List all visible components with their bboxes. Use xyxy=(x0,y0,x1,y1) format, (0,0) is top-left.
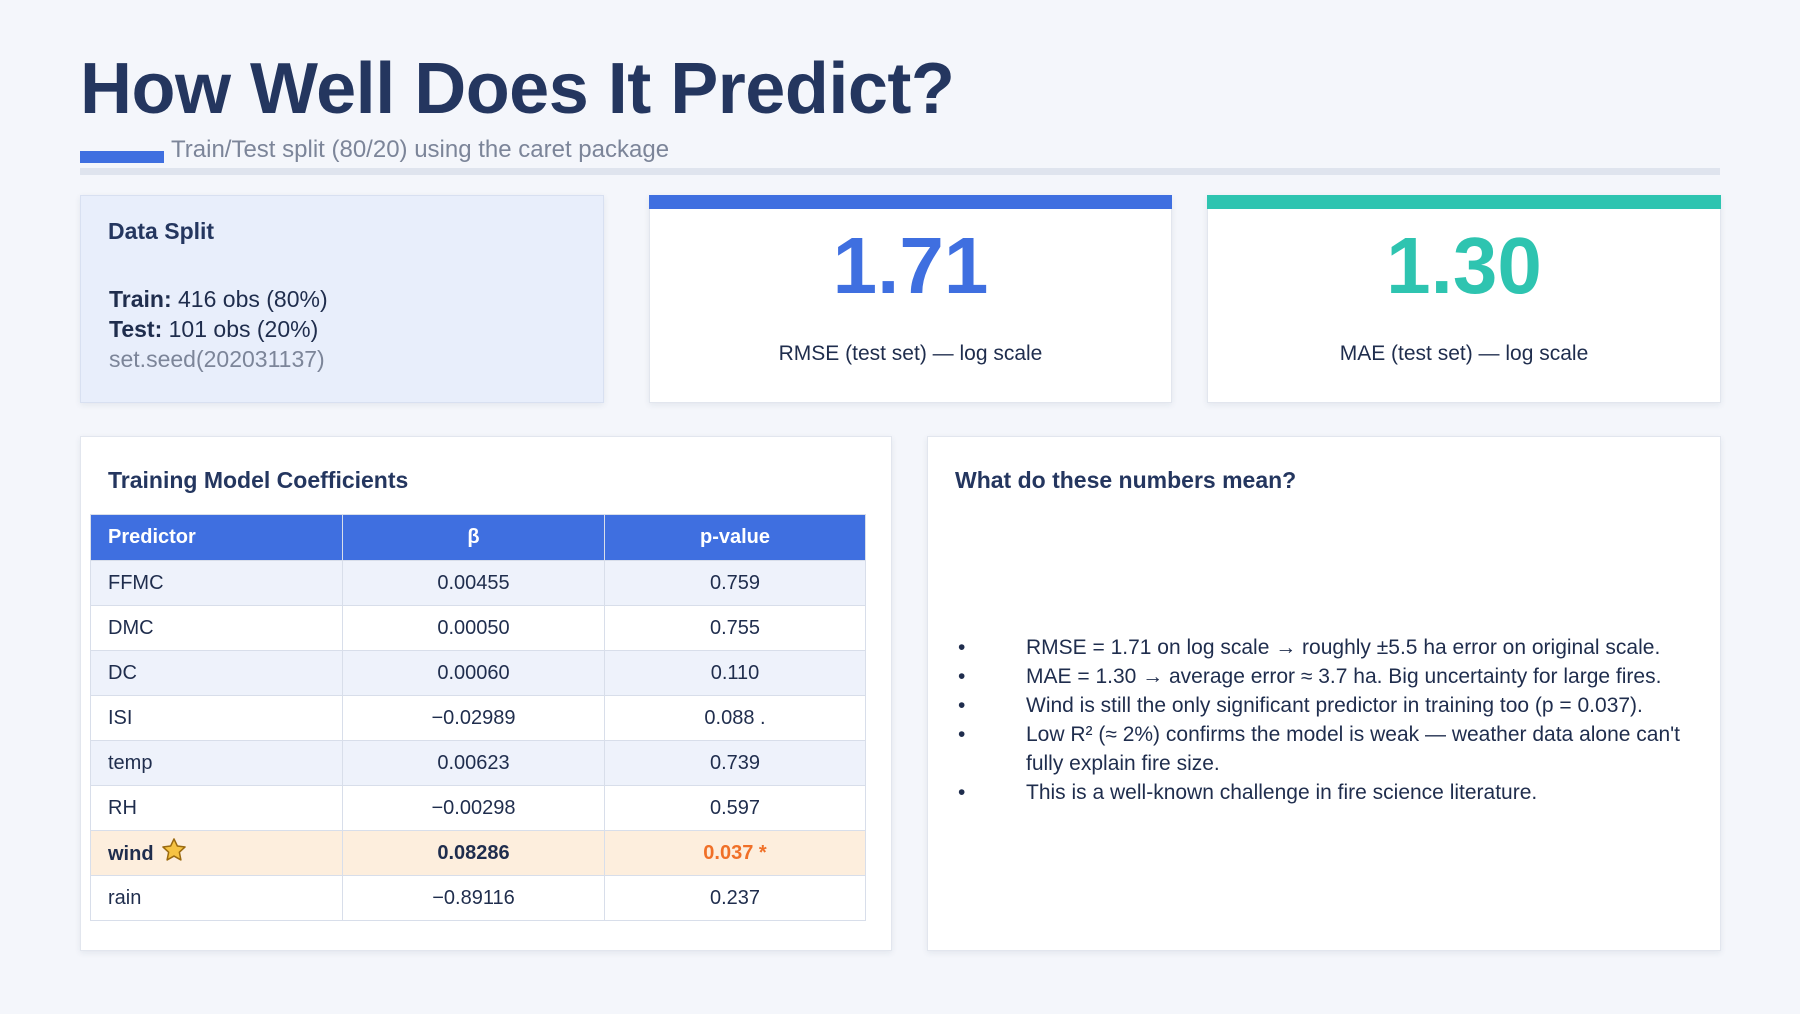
coefficients-table: Predictor β p-value FFMC 0.00455 0.759 D… xyxy=(90,514,866,921)
list-item: This is a well-known challenge in fire s… xyxy=(958,778,1686,807)
col-predictor: Predictor xyxy=(90,514,343,561)
beta-cell: 0.00455 xyxy=(342,560,605,606)
pvalue-cell: 0.597 xyxy=(604,785,866,831)
mae-label: MAE (test set) — log scale xyxy=(1339,342,1589,365)
coefficients-heading: Training Model Coefficients xyxy=(108,467,409,493)
rmse-accent-bar xyxy=(649,195,1172,209)
predictor-cell: RH xyxy=(90,785,343,831)
beta-cell: 0.08286 xyxy=(342,830,605,876)
pvalue-cell: 0.237 xyxy=(604,875,866,921)
data-split-heading: Data Split xyxy=(108,218,215,244)
data-split-card: Data Split Train: 416 obs (80%) Test: 10… xyxy=(80,195,604,403)
table-row: RH −0.00298 0.597 xyxy=(90,785,866,831)
pvalue-cell: 0.739 xyxy=(604,740,866,786)
predictor-cell: wind xyxy=(90,830,343,876)
mae-value: 1.30 xyxy=(1386,221,1542,310)
title-rule xyxy=(80,168,1720,175)
star-icon xyxy=(160,836,188,870)
list-item: Wind is still the only significant predi… xyxy=(958,691,1686,720)
train-line: Train: 416 obs (80%) xyxy=(109,284,328,314)
beta-cell: 0.00623 xyxy=(342,740,605,786)
train-label: Train: xyxy=(109,286,172,312)
table-header-row: Predictor β p-value xyxy=(90,514,866,561)
table-row-highlighted: wind 0.08286 0.037 * xyxy=(90,830,866,876)
predictor-cell: FFMC xyxy=(90,560,343,606)
data-split-details: Train: 416 obs (80%) Test: 101 obs (20%)… xyxy=(109,284,328,374)
table-row: ISI −0.02989 0.088 . xyxy=(90,695,866,741)
pvalue-cell: 0.037 * xyxy=(604,830,866,876)
beta-cell: −0.00298 xyxy=(342,785,605,831)
seed-line: set.seed(202031137) xyxy=(109,346,325,372)
test-label: Test: xyxy=(109,316,163,342)
title-accent-bar xyxy=(80,151,164,163)
table-row: temp 0.00623 0.739 xyxy=(90,740,866,786)
predictor-cell: rain xyxy=(90,875,343,921)
page-subtitle: Train/Test split (80/20) using the caret… xyxy=(171,136,670,163)
list-item: MAE = 1.30 → average error ≈ 3.7 ha. Big… xyxy=(958,662,1686,691)
pvalue-cell: 0.088 . xyxy=(604,695,866,741)
train-value: 416 obs (80%) xyxy=(171,286,328,312)
beta-cell: −0.89116 xyxy=(342,875,605,921)
page-title: How Well Does It Predict? xyxy=(80,49,955,129)
predictor-name: wind xyxy=(108,843,154,865)
predictor-cell: DC xyxy=(90,650,343,696)
pvalue-cell: 0.110 xyxy=(604,650,866,696)
meaning-list: RMSE = 1.71 on log scale → roughly ±5.5 … xyxy=(958,633,1686,807)
mae-card: 1.30 MAE (test set) — log scale xyxy=(1207,195,1721,403)
predictor-cell: ISI xyxy=(90,695,343,741)
test-value: 101 obs (20%) xyxy=(162,316,319,342)
rmse-card: 1.71 RMSE (test set) — log scale xyxy=(649,195,1172,403)
rmse-value: 1.71 xyxy=(832,221,989,310)
rmse-label: RMSE (test set) — log scale xyxy=(778,342,1043,365)
table-row: DMC 0.00050 0.755 xyxy=(90,605,866,651)
list-item: RMSE = 1.71 on log scale → roughly ±5.5 … xyxy=(958,633,1686,662)
predictor-cell: DMC xyxy=(90,605,343,651)
mae-accent-bar xyxy=(1207,195,1721,209)
beta-cell: 0.00050 xyxy=(342,605,605,651)
table-row: rain −0.89116 0.237 xyxy=(90,875,866,921)
meaning-card: What do these numbers mean? RMSE = 1.71 … xyxy=(927,436,1721,951)
beta-cell: 0.00060 xyxy=(342,650,605,696)
col-beta: β xyxy=(342,514,605,561)
meaning-heading: What do these numbers mean? xyxy=(955,467,1297,493)
pvalue-cell: 0.755 xyxy=(604,605,866,651)
test-line: Test: 101 obs (20%) xyxy=(109,314,328,344)
pvalue-cell: 0.759 xyxy=(604,560,866,606)
beta-cell: −0.02989 xyxy=(342,695,605,741)
coefficients-card: Training Model Coefficients Predictor β … xyxy=(80,436,892,951)
predictor-cell: temp xyxy=(90,740,343,786)
table-row: FFMC 0.00455 0.759 xyxy=(90,560,866,606)
list-item: Low R² (≈ 2%) confirms the model is weak… xyxy=(958,720,1686,778)
col-pvalue: p-value xyxy=(604,514,866,561)
table-row: DC 0.00060 0.110 xyxy=(90,650,866,696)
